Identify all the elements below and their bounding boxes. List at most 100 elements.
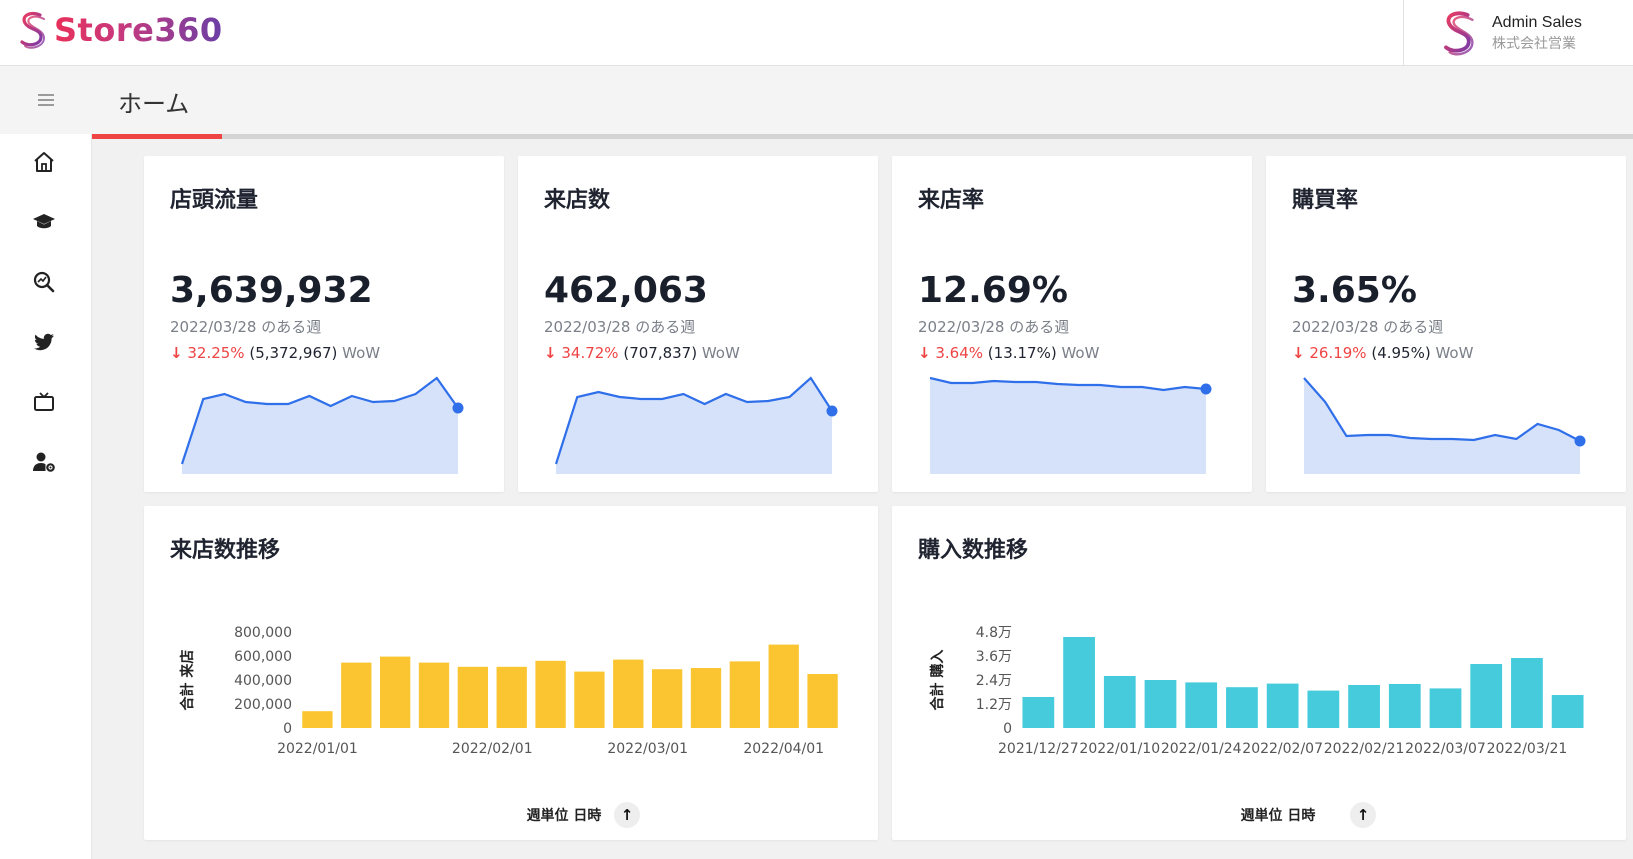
nav-item-tv[interactable] — [30, 388, 58, 416]
bar — [1185, 682, 1218, 728]
bar — [1266, 683, 1299, 728]
bar — [496, 666, 527, 728]
arrow-up-icon: ↑ — [620, 806, 634, 824]
nav-item-home[interactable] — [30, 148, 58, 176]
x-tick-label: 2022/02/21 — [1324, 741, 1405, 757]
sparkline-last-point — [1574, 435, 1586, 447]
purchases-sort-button[interactable]: ↑ — [1350, 802, 1376, 828]
bar — [418, 662, 450, 728]
user-menu[interactable]: Admin Sales 株式会社営業 — [1403, 0, 1633, 66]
kpi-card: 店頭流量 3,639,932 2022/03/28 のある週 ↓ 32.25% … — [144, 156, 504, 492]
y-tick-label: 400,000 — [234, 673, 292, 689]
bar — [1226, 687, 1258, 728]
kpi-change-label: WoW — [1435, 344, 1474, 362]
kpi-change-label: WoW — [342, 344, 381, 362]
sparkline-area — [930, 378, 1206, 474]
top-header: Store360 Admin Sales 株式会社営業 — [0, 0, 1633, 66]
bar — [1429, 688, 1462, 728]
bar — [768, 644, 799, 728]
nav-item-twitter[interactable] — [30, 328, 58, 356]
kpi-change-abs: (707,837) — [623, 344, 698, 362]
bar — [457, 666, 489, 728]
sparkline-area — [1304, 378, 1580, 474]
nav-item-learning[interactable] — [30, 208, 58, 236]
tv-icon — [34, 392, 54, 411]
bar — [1388, 684, 1421, 728]
bar — [1551, 695, 1584, 728]
visits-sort-button[interactable]: ↑ — [614, 802, 640, 828]
kpi-change-pct: 26.19% — [1309, 344, 1367, 362]
bar — [574, 671, 605, 728]
kpi-change-label: WoW — [701, 344, 740, 362]
arrow-up-icon: ↑ — [1356, 806, 1370, 824]
bar — [1144, 680, 1177, 728]
purchases-trend-title: 購入数推移 — [918, 538, 1029, 563]
y-tick-label: 800,000 — [234, 625, 292, 641]
kpi-change-pct: 3.64% — [935, 344, 984, 362]
bar — [1063, 637, 1095, 728]
bar — [1307, 690, 1340, 728]
bar — [379, 656, 411, 728]
kpi-sparkline — [554, 376, 838, 474]
menu-toggle-button[interactable] — [0, 66, 92, 134]
kpi-period: 2022/03/28 のある週 — [170, 318, 322, 336]
bar — [651, 669, 683, 728]
logo-mark-icon — [20, 11, 46, 49]
tab-track — [92, 134, 1633, 139]
sparkline-line — [554, 376, 833, 465]
kpi-period: 2022/03/28 のある週 — [918, 318, 1070, 336]
sparkline-last-point — [1200, 383, 1212, 395]
y-tick-label: 3.6万 — [976, 649, 1012, 665]
kpi-value: 3.65% — [1292, 270, 1417, 311]
sparkline-last-point — [452, 402, 464, 414]
page-title: ホーム — [118, 90, 190, 118]
bar — [807, 674, 838, 728]
arrow-down-icon: ↓ — [544, 344, 557, 362]
y-tick-label: 4.8万 — [976, 625, 1012, 641]
graduation-cap-icon — [33, 214, 55, 229]
bar — [729, 661, 761, 728]
logo-text: Store360 — [54, 11, 223, 49]
user-company: 株式会社営業 — [1492, 35, 1576, 52]
kpi-change: ↓ 3.64% (13.17%) WoW — [918, 344, 1099, 362]
y-tick-label: 1.2万 — [976, 697, 1012, 713]
kpi-card: 来店数 462,063 2022/03/28 のある週 ↓ 34.72% (70… — [518, 156, 878, 492]
x-tick-label: 2022/02/01 — [452, 741, 533, 757]
bar — [1348, 685, 1380, 728]
nav-item-search-analysis[interactable] — [30, 268, 58, 296]
kpi-period: 2022/03/28 のある週 — [544, 318, 696, 336]
kpi-sparkline — [929, 376, 1212, 474]
x-tick-label: 2021/12/27 — [998, 741, 1079, 757]
purchases-trend-card: 購入数推移 4.8万 3.6万 2.4万 1.2万 0 2021/12/27 2022/01… — [892, 506, 1626, 840]
sparkline-line — [929, 376, 1207, 392]
bar — [535, 660, 566, 728]
bar — [302, 711, 333, 728]
visits-trend-chart: 800,000 600,000 400,000 200,000 0 2022/01/01 2… — [179, 625, 838, 824]
app-logo[interactable]: Store360 — [16, 6, 223, 54]
kpi-card: 来店率 12.69% 2022/03/28 のある週 ↓ 3.64% (13.1… — [892, 156, 1252, 492]
y-tick-label: 600,000 — [234, 649, 292, 665]
bar — [341, 662, 372, 728]
x-tick-label: 2022/03/01 — [607, 741, 688, 757]
kpi-change-pct: 34.72% — [561, 344, 619, 362]
bar — [613, 659, 644, 728]
bar — [1103, 676, 1136, 728]
kpi-value: 12.69% — [918, 270, 1068, 311]
kpi-card: 購買率 3.65% 2022/03/28 のある週 ↓ 26.19% (4.95… — [1266, 156, 1626, 492]
sparkline-last-point — [826, 405, 838, 417]
tab-active-indicator[interactable] — [92, 134, 222, 139]
bar — [690, 668, 722, 728]
user-avatar-icon — [1444, 11, 1474, 56]
kpi-title: 店頭流量 — [170, 188, 259, 213]
nav-item-user-settings[interactable] — [30, 448, 58, 476]
hamburger-icon — [38, 94, 54, 106]
sparkline-line — [1303, 377, 1581, 442]
y-axis-title: 合計 来店 — [179, 650, 196, 711]
kpi-change: ↓ 34.72% (707,837) WoW — [544, 344, 740, 362]
home-icon — [34, 152, 54, 172]
kpi-change: ↓ 26.19% (4.95%) WoW — [1292, 344, 1473, 362]
kpi-change-abs: (5,372,967) — [249, 344, 338, 362]
kpi-value: 462,063 — [544, 270, 708, 311]
x-axis-title: 週単位 日時 — [527, 807, 602, 824]
